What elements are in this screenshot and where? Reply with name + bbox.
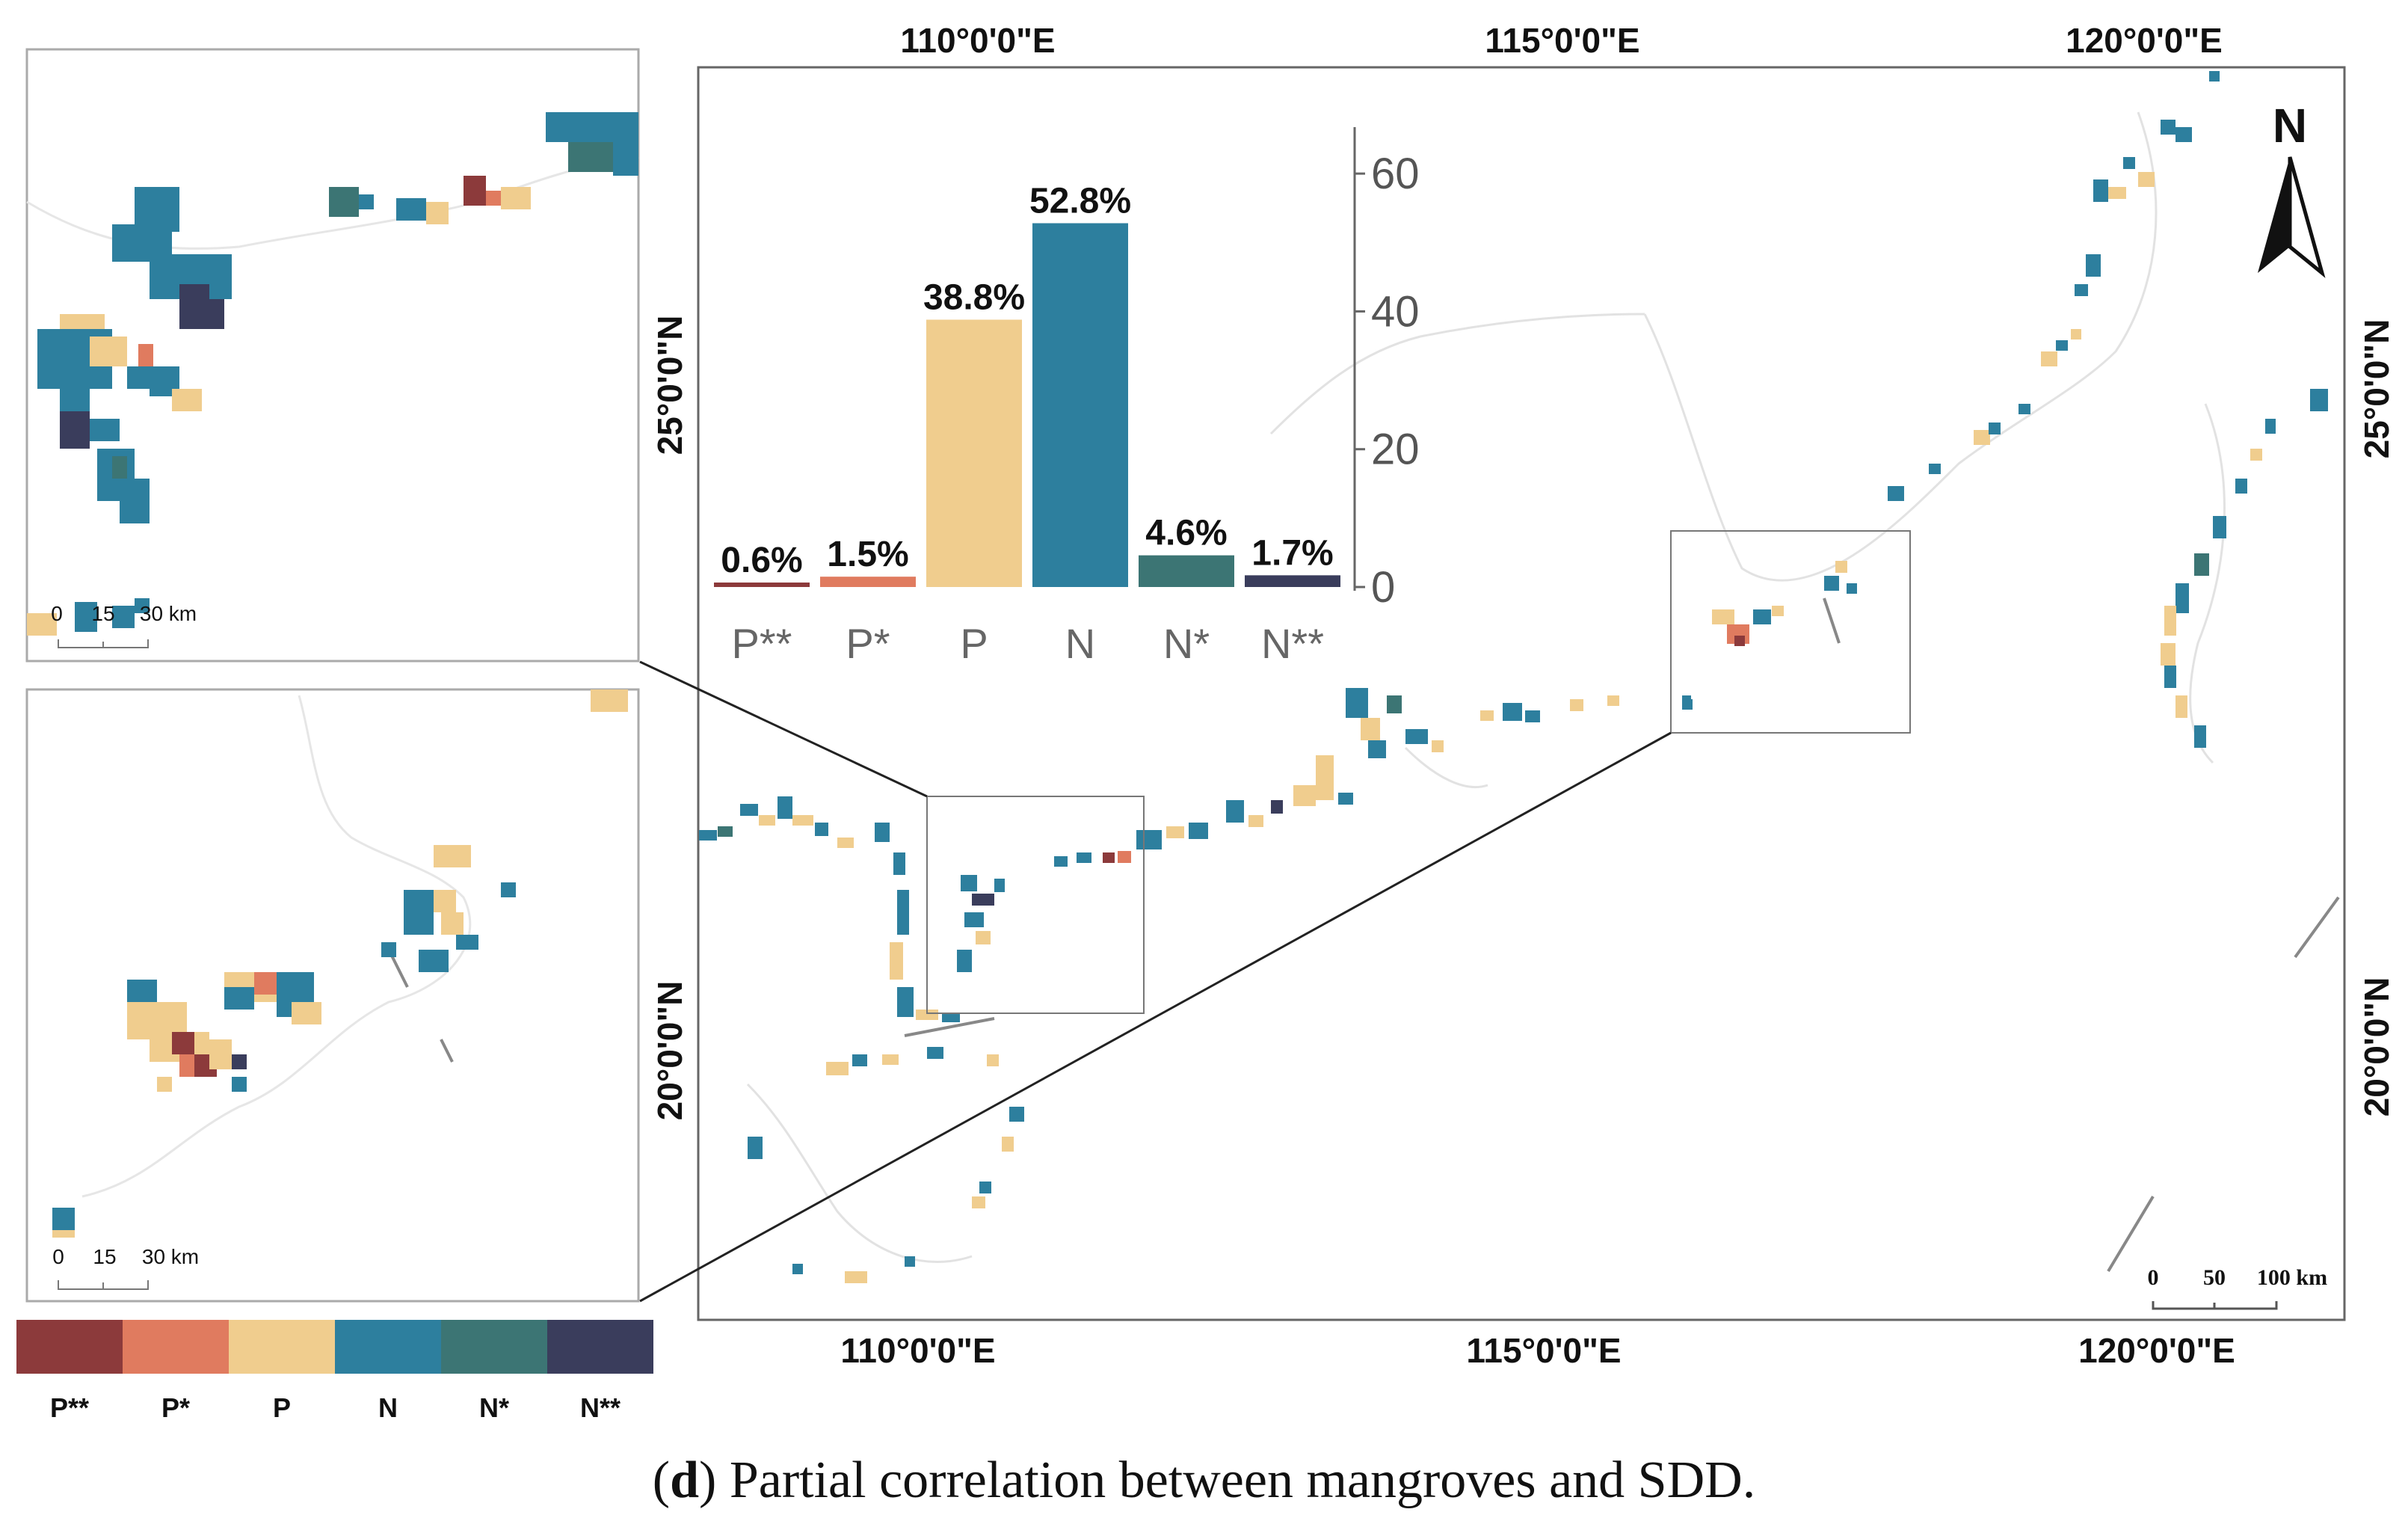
- legend-label: N**: [580, 1392, 621, 1423]
- caption-open: (: [652, 1451, 671, 1509]
- legend-swatch: [441, 1320, 547, 1374]
- y-tick-label: 20: [1371, 425, 1420, 474]
- province-border-lines: [904, 597, 2340, 1273]
- legend-swatch: [16, 1320, 123, 1374]
- left-latitude-labels: 25°0'0"N 20°0'0"N: [650, 316, 689, 1121]
- bar-pss: [714, 583, 810, 587]
- y-tick-label: 0: [1371, 563, 1395, 612]
- top-lon-110: 110°0'0"E: [900, 21, 1055, 60]
- inset-bottom-scale-15: 15: [93, 1245, 116, 1268]
- cluster-leizhou: [890, 875, 1005, 1022]
- inset-top-scale: 0 15 30 km: [51, 602, 197, 648]
- bar-ns: [1139, 555, 1234, 587]
- bar-value-label: 52.8%: [1029, 181, 1131, 221]
- top-lon-120: 120°0'0"E: [2066, 21, 2223, 60]
- bar-category-label: N**: [1261, 620, 1324, 667]
- legend-label: P**: [50, 1392, 89, 1423]
- inset-bottom: 0 15 30 km: [25, 688, 640, 1303]
- chart-y-ticks: 0 20 40 60: [1355, 150, 1420, 612]
- bar-category-label: P: [960, 620, 988, 667]
- inset-top-scale-30: 30 km: [140, 602, 197, 625]
- main-scale-0: 0: [2148, 1265, 2159, 1290]
- inset-top-pixels: [27, 112, 638, 636]
- bottom-longitude-labels: 110°0'0"E 115°0'0"E 120°0'0"E: [840, 1331, 2235, 1370]
- legend-label: P*: [161, 1392, 190, 1423]
- zoom-box-west: [926, 796, 1145, 1014]
- bar-category-label: N*: [1163, 620, 1210, 667]
- y-tick-label: 40: [1371, 287, 1420, 336]
- bottom-lon-120: 120°0'0"E: [2078, 1331, 2235, 1370]
- y-tick-label: 60: [1371, 150, 1420, 198]
- cluster-pearl-river: [1346, 688, 1444, 758]
- main-scale-100: 100 km: [2257, 1265, 2327, 1290]
- inset-bottom-frame: [25, 688, 640, 1303]
- bar-category-label: P*: [846, 620, 890, 667]
- figure-caption: (d) Partial correlation between mangrove…: [0, 1451, 2408, 1511]
- bar-chart: 0.6% 1.5%38.8%52.8%4.6%1.7% P** P* P N N* N** …: [714, 127, 1420, 667]
- zoom-connector-west: [639, 660, 928, 798]
- inset-top-frame: [25, 48, 640, 663]
- legend-label: N*: [479, 1392, 509, 1423]
- inset-bottom-scale-30: 30 km: [142, 1245, 199, 1268]
- legend-swatch: [229, 1320, 335, 1374]
- cluster-taiwan: [2161, 389, 2328, 748]
- legend: P** P* P N N* N**: [16, 1320, 653, 1423]
- left-lat-25: 25°0'0"N: [650, 316, 689, 455]
- zoom-connector-east: [639, 731, 1672, 1303]
- legend-swatch: [335, 1320, 441, 1374]
- inset-top: 0 15 30 km: [25, 48, 640, 663]
- north-label: N: [2273, 99, 2307, 153]
- main-map-frame: [697, 66, 2346, 1321]
- bar-value-label: 1.7%: [1251, 533, 1333, 573]
- cluster-guangxi: [699, 796, 905, 875]
- bar-category-label: P**: [732, 620, 792, 667]
- right-latitude-labels: 25°0'0"N 20°0'0"N: [2357, 319, 2396, 1117]
- bar-p: [926, 319, 1022, 587]
- inset-top-scale-0: 0: [51, 602, 63, 625]
- bar-ps: [820, 577, 916, 587]
- inset-top-scale-15: 15: [91, 602, 114, 625]
- inset-bottom-scale: 0 15 30 km: [52, 1245, 199, 1290]
- chart-category-labels: P** P* P N N* N**: [732, 620, 1324, 667]
- zoom-box-east: [1670, 530, 1911, 734]
- caption-letter: d: [670, 1451, 700, 1509]
- legend-swatch: [123, 1320, 229, 1374]
- legend-label: P: [273, 1392, 291, 1423]
- bottom-lon-110: 110°0'0"E: [840, 1331, 995, 1370]
- cluster-guangdong-west: [1054, 755, 1353, 867]
- north-arrow: [2258, 156, 2326, 278]
- cluster-guangdong-east: [1480, 695, 1693, 722]
- main-map-mangrove-pixels: [699, 71, 2328, 1283]
- bar-value-label: 38.8%: [923, 277, 1025, 317]
- chart-bars: [714, 223, 1340, 587]
- chart-value-labels: 0.6% 1.5% 38.8% 52.8% 4.6% 1.7%: [721, 181, 1333, 580]
- inset-bottom-scale-0: 0: [52, 1245, 64, 1268]
- legend-label: N: [378, 1392, 398, 1423]
- bar-category-label: N: [1065, 620, 1095, 667]
- cluster-fujian: [1888, 71, 2220, 501]
- cluster-zhangjiang: [1682, 561, 1857, 704]
- top-lon-115: 115°0'0"E: [1485, 21, 1639, 60]
- legend-swatch: [547, 1320, 653, 1374]
- bar-nss: [1245, 575, 1340, 587]
- bar-value-label: 4.6%: [1145, 514, 1227, 553]
- top-longitude-labels: 110°0'0"E 115°0'0"E 120°0'0"E: [900, 21, 2222, 60]
- inset-bottom-pixels: [52, 689, 628, 1238]
- right-lat-20: 20°0'0"N: [2357, 977, 2396, 1117]
- basemap-boundaries: [746, 111, 2226, 1263]
- main-scale-50: 50: [2203, 1265, 2226, 1290]
- left-lat-20: 20°0'0"N: [650, 981, 689, 1121]
- bar-n: [1032, 223, 1128, 587]
- bar-value-label: 1.5%: [827, 535, 908, 574]
- bottom-lon-115: 115°0'0"E: [1466, 1331, 1621, 1370]
- bar-value-label: 0.6%: [721, 541, 802, 580]
- caption-text: ) Partial correlation between mangroves …: [699, 1451, 1756, 1509]
- main-scale-bar: 0 50 100 km: [2148, 1265, 2327, 1310]
- right-lat-25: 25°0'0"N: [2357, 319, 2396, 459]
- cluster-hainan: [748, 1047, 1024, 1283]
